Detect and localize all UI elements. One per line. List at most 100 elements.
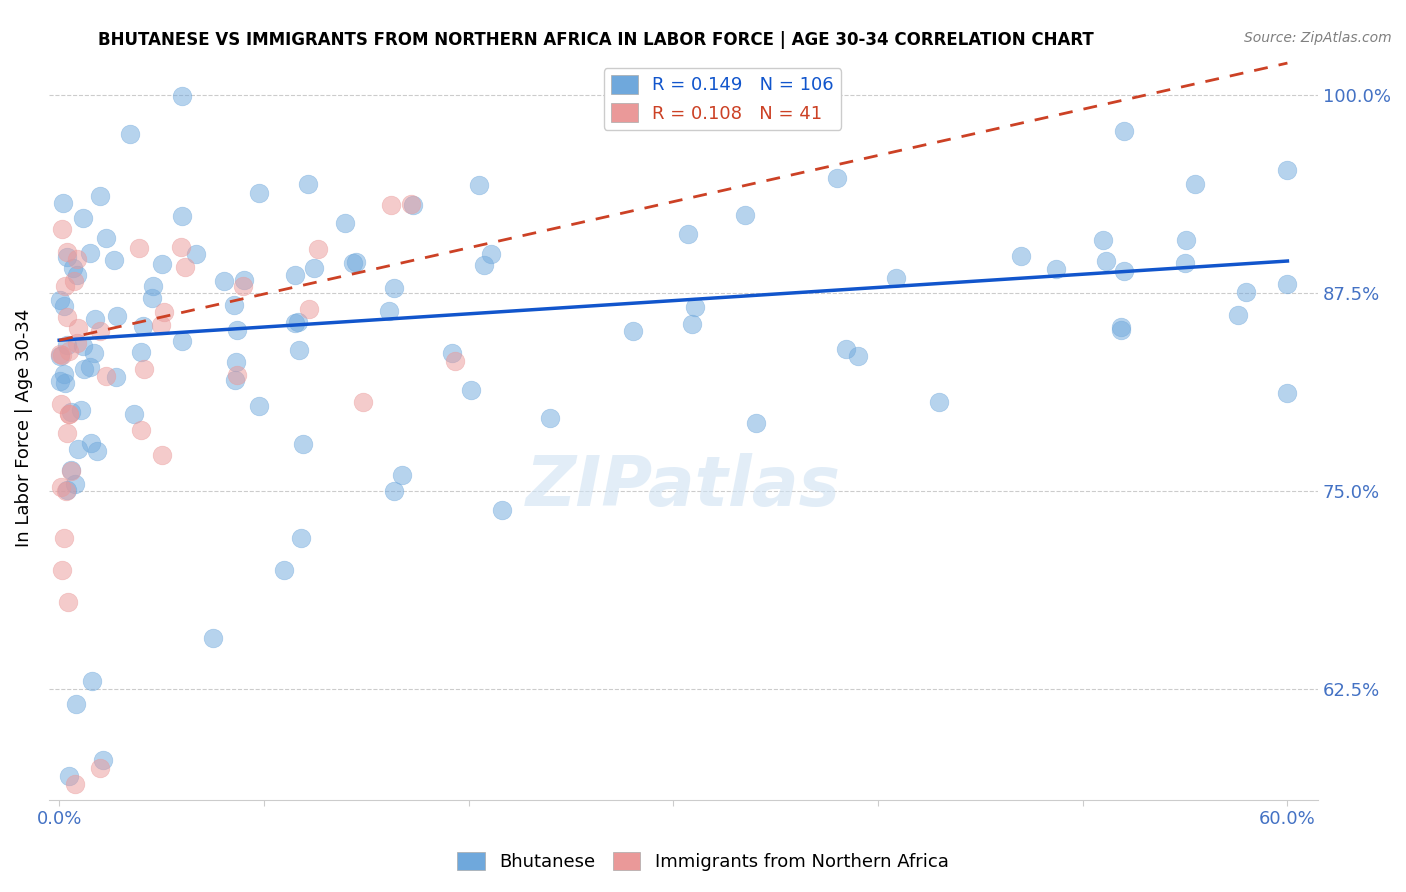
Y-axis label: In Labor Force | Age 30-34: In Labor Force | Age 30-34 [15, 308, 32, 547]
Point [131, 319, 153, 334]
Point [297, 178, 319, 192]
Point [55, 278, 77, 293]
Point [56, 338, 79, 352]
Point [55, 250, 77, 264]
Point [142, 278, 165, 293]
Point [304, 261, 326, 276]
Point [103, 252, 125, 267]
Point [378, 304, 401, 318]
Point [1277, 277, 1299, 291]
Point [460, 383, 482, 397]
Point [391, 467, 413, 482]
Point [122, 407, 145, 421]
Point [60, 464, 83, 478]
Point [60, 405, 83, 419]
Point [1095, 254, 1118, 268]
Point [307, 242, 329, 256]
Point [846, 349, 869, 363]
Point [52, 531, 75, 545]
Point [292, 437, 315, 451]
Point [287, 315, 309, 329]
Point [82, 673, 104, 688]
Point [49, 397, 72, 411]
Point [51, 348, 73, 362]
Point [48, 347, 70, 361]
Point [444, 354, 467, 368]
Point [399, 197, 422, 211]
Point [80, 436, 103, 450]
Point [222, 298, 245, 312]
Point [83, 311, 105, 326]
Point [342, 255, 364, 269]
Point [441, 346, 464, 360]
Point [128, 241, 150, 255]
Point [150, 257, 173, 271]
Point [52, 368, 75, 382]
Point [49, 374, 72, 388]
Point [1236, 285, 1258, 299]
Point [344, 255, 367, 269]
Point [89, 761, 111, 775]
Point [91, 753, 114, 767]
Point [89, 188, 111, 202]
Point [683, 300, 706, 314]
Point [247, 186, 270, 200]
Point [55, 483, 77, 498]
Point [89, 324, 111, 338]
Point [49, 480, 72, 494]
Point [56, 426, 79, 441]
Point [540, 410, 562, 425]
Point [170, 240, 193, 254]
Point [94, 369, 117, 384]
Point [886, 271, 908, 285]
Point [825, 170, 848, 185]
Point [141, 291, 163, 305]
Point [72, 211, 94, 225]
Point [150, 448, 173, 462]
Point [73, 362, 96, 376]
Point [1092, 233, 1115, 247]
Point [491, 502, 513, 516]
Point [49, 293, 72, 307]
Point [676, 227, 699, 241]
Point [170, 334, 193, 349]
Point [67, 442, 90, 456]
Point [284, 317, 307, 331]
Point [104, 370, 127, 384]
Point [59, 463, 82, 477]
Point [129, 423, 152, 437]
Point [380, 198, 402, 212]
Point [52, 196, 75, 211]
Point [335, 215, 357, 229]
Point [928, 394, 950, 409]
Point [287, 343, 309, 358]
Point [481, 247, 503, 261]
Point [173, 260, 195, 274]
Point [65, 698, 87, 712]
Point [402, 198, 425, 212]
Point [225, 355, 247, 369]
Point [1277, 162, 1299, 177]
Point [1184, 178, 1206, 192]
Point [150, 318, 173, 332]
Point [226, 323, 249, 337]
Point [53, 376, 76, 390]
Point [1010, 249, 1032, 263]
Point [232, 279, 254, 293]
Point [621, 325, 644, 339]
Point [120, 127, 142, 141]
Text: ZIPatlas: ZIPatlas [526, 453, 841, 520]
Point [66, 336, 89, 351]
Point [172, 209, 194, 223]
Point [96, 231, 118, 245]
Point [51, 222, 73, 236]
Legend: R = 0.149   N = 106, R = 0.108   N = 41: R = 0.149 N = 106, R = 0.108 N = 41 [603, 68, 841, 130]
Point [224, 373, 246, 387]
Point [79, 359, 101, 374]
Point [247, 399, 270, 413]
Point [58, 407, 80, 421]
Point [233, 273, 256, 287]
Point [214, 274, 236, 288]
Point [55, 483, 77, 498]
Point [65, 268, 87, 283]
